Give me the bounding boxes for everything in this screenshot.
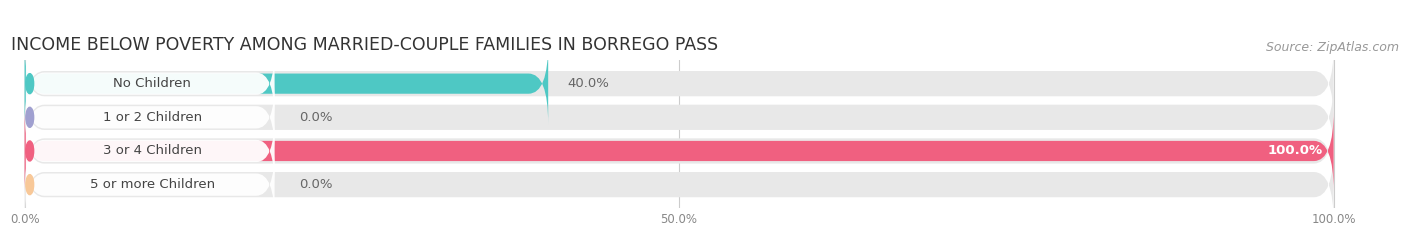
FancyBboxPatch shape [25, 149, 274, 221]
Text: 1 or 2 Children: 1 or 2 Children [103, 111, 201, 124]
FancyBboxPatch shape [24, 43, 548, 124]
FancyBboxPatch shape [24, 46, 1334, 122]
Circle shape [25, 107, 34, 127]
FancyBboxPatch shape [24, 113, 1334, 189]
Text: 40.0%: 40.0% [568, 77, 610, 90]
FancyBboxPatch shape [25, 115, 274, 187]
FancyBboxPatch shape [24, 79, 1334, 155]
Text: 100.0%: 100.0% [1268, 144, 1323, 158]
Text: 5 or more Children: 5 or more Children [90, 178, 215, 191]
FancyBboxPatch shape [24, 147, 1334, 223]
Text: 0.0%: 0.0% [299, 111, 333, 124]
Text: INCOME BELOW POVERTY AMONG MARRIED-COUPLE FAMILIES IN BORREGO PASS: INCOME BELOW POVERTY AMONG MARRIED-COUPL… [11, 36, 718, 54]
FancyBboxPatch shape [24, 111, 1334, 191]
FancyBboxPatch shape [25, 81, 274, 153]
Text: 0.0%: 0.0% [299, 178, 333, 191]
FancyBboxPatch shape [25, 48, 274, 120]
Text: Source: ZipAtlas.com: Source: ZipAtlas.com [1265, 41, 1399, 54]
Circle shape [25, 175, 34, 195]
Circle shape [25, 141, 34, 161]
Circle shape [25, 74, 34, 94]
Text: No Children: No Children [114, 77, 191, 90]
Text: 3 or 4 Children: 3 or 4 Children [103, 144, 201, 158]
